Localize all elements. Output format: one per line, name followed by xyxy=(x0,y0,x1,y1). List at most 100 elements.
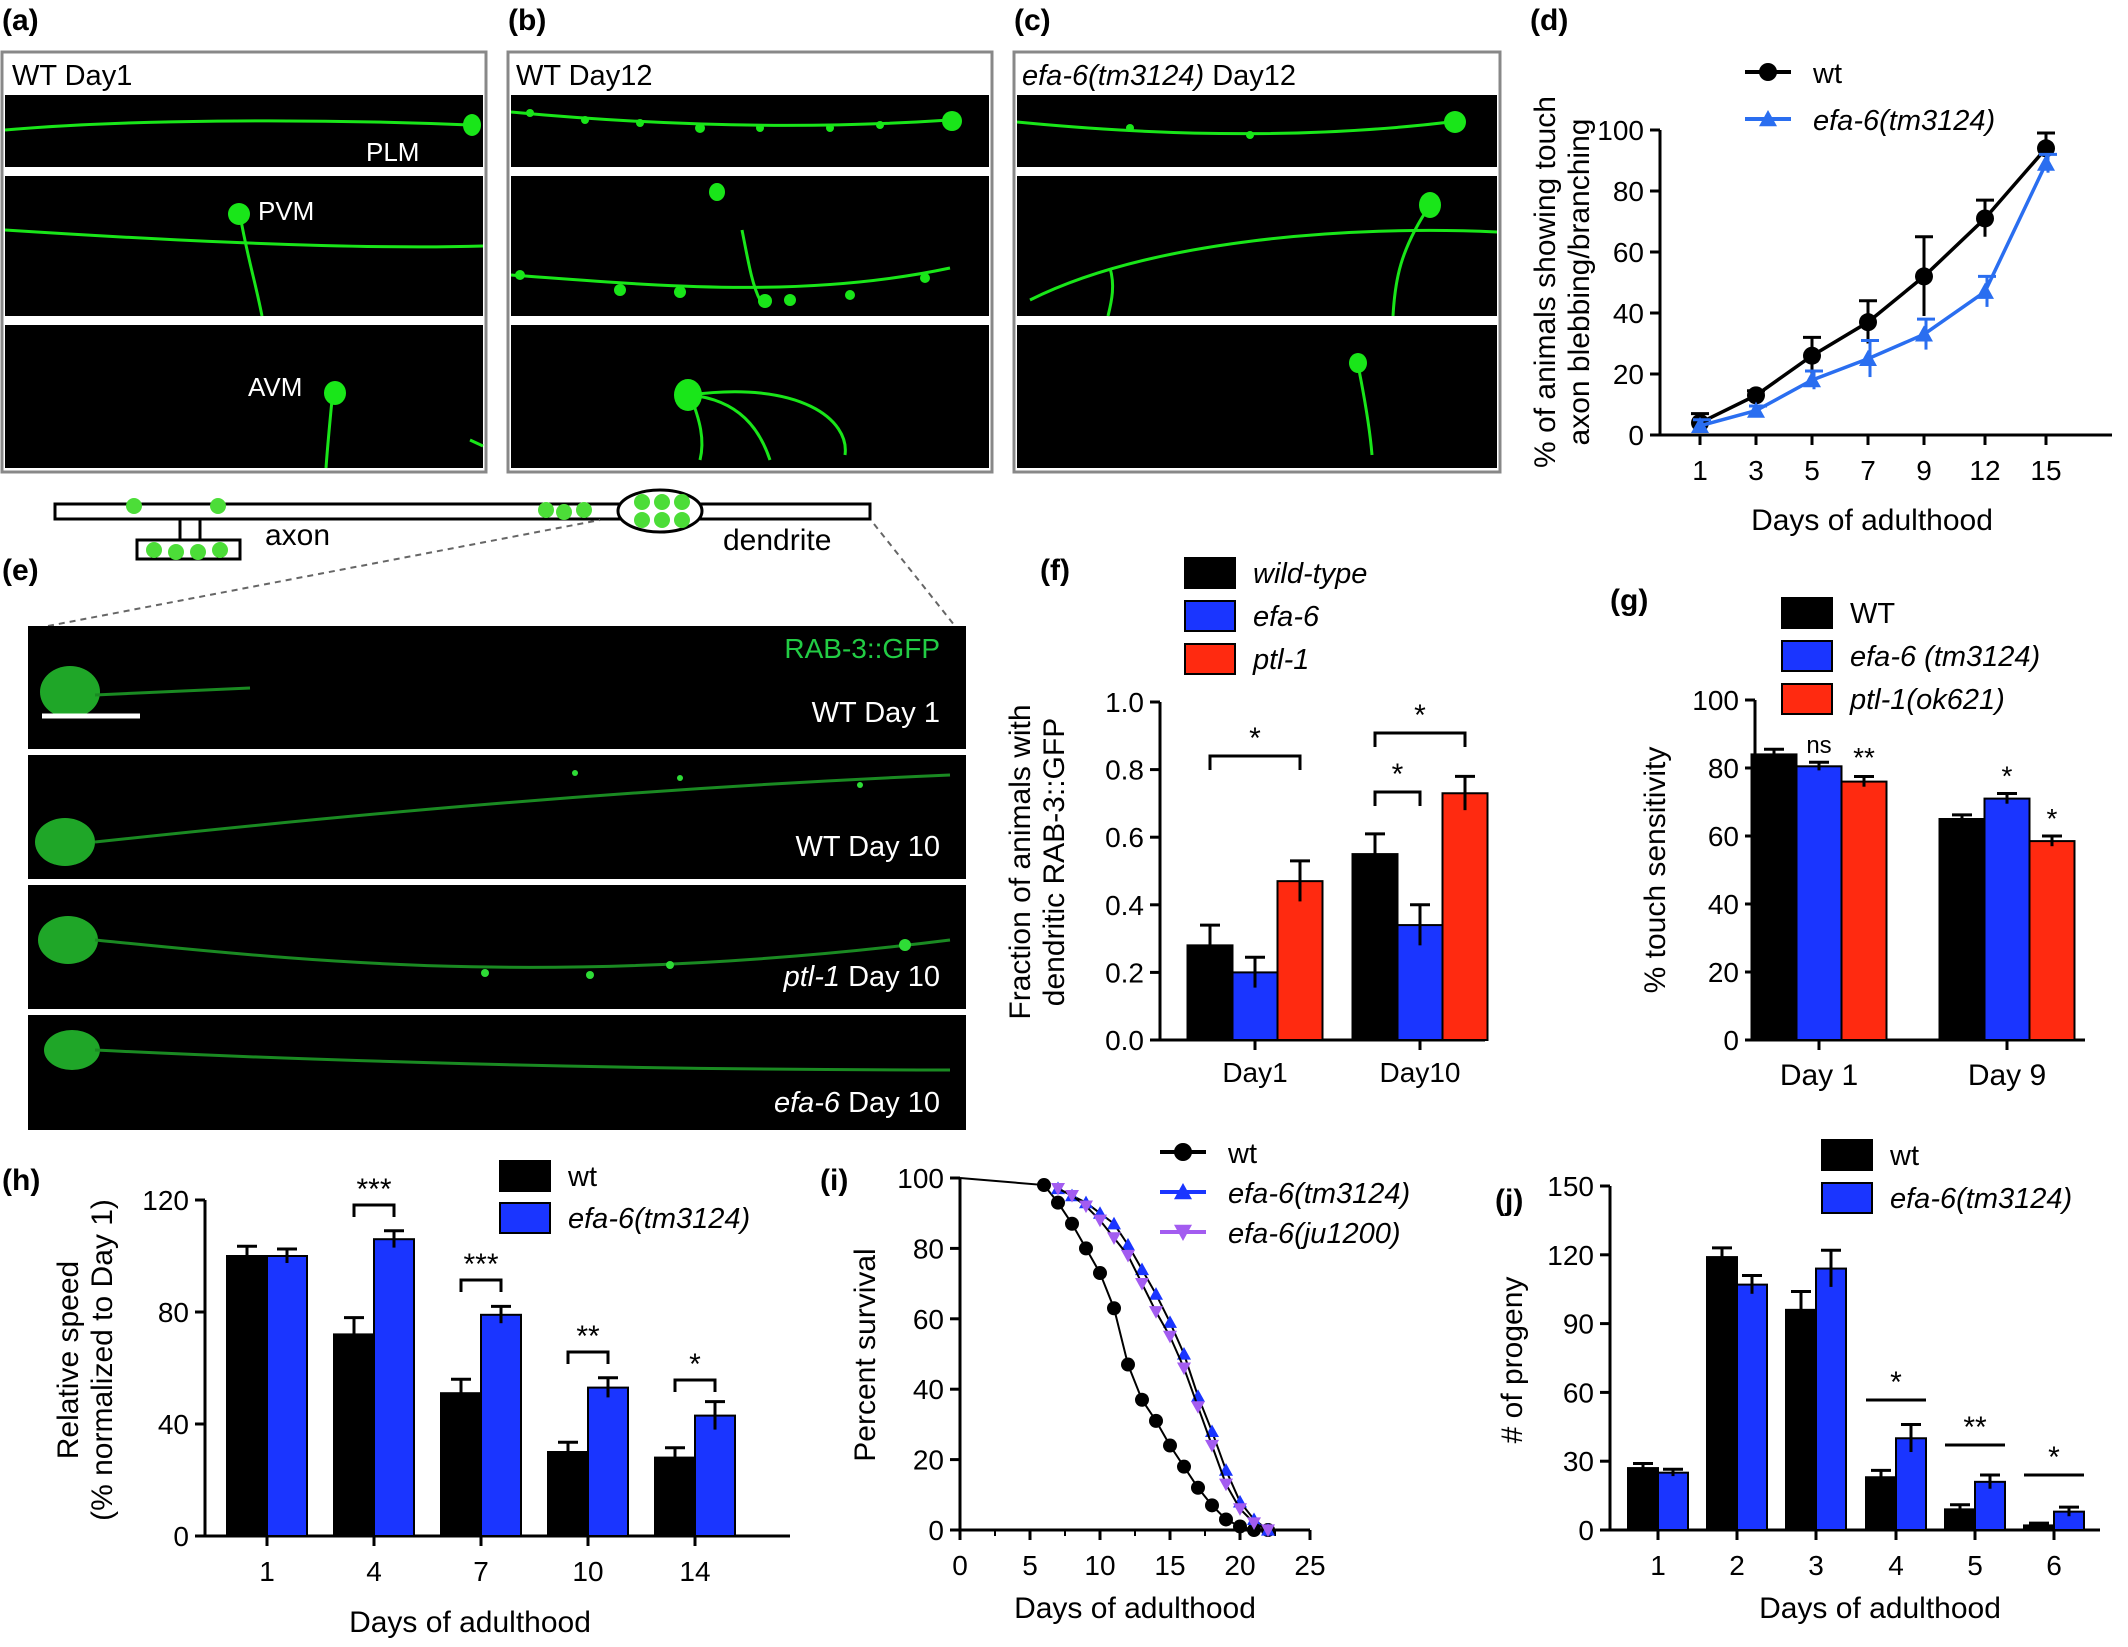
significance-label: * xyxy=(2048,1441,2060,1474)
y-tick-label: 60 xyxy=(1708,821,1739,852)
significance-label: * xyxy=(2047,803,2058,834)
data-point xyxy=(1233,1503,1247,1516)
bar xyxy=(440,1392,482,1537)
y-tick-label: 0.2 xyxy=(1105,957,1144,988)
series-line-1 xyxy=(1699,162,2048,428)
x-tick-label: 15 xyxy=(1154,1550,1185,1581)
panel-c-title-genotype: efa-6(tm3124) xyxy=(1022,60,1204,92)
label-avm: AVM xyxy=(248,372,302,402)
y-tick-label: 40 xyxy=(158,1409,189,1440)
legend-1-label: efa-6 xyxy=(1253,601,1320,633)
bar xyxy=(1938,818,1986,1041)
data-point xyxy=(1121,1357,1135,1372)
y-tick-label: 20 xyxy=(1708,957,1739,988)
x-tick-label: Day 1 xyxy=(1780,1059,1858,1092)
legend-wt-label: wt xyxy=(1812,58,1842,90)
x-tick-label: Day 9 xyxy=(1968,1059,2046,1092)
survival-line-1 xyxy=(1057,1187,1269,1531)
chart-i: (i) 0 20 40 60 80 100 0 5 10 15 20 25 Days of adultho… xyxy=(820,1138,1410,1625)
significance-label: ns xyxy=(1806,732,1831,759)
data-point xyxy=(1121,1249,1135,1263)
data-point xyxy=(1135,1278,1149,1291)
legend-2-label: ptl-1 xyxy=(1252,644,1309,676)
y-axis-title: % of animals showing touch xyxy=(1529,96,1562,468)
survival-line-0 xyxy=(959,1177,1268,1531)
significance-label: * xyxy=(1249,722,1261,755)
chart-f: (f) 0.0 0.2 0.4 0.6 0.8 1.0 Day1 Day10 Fraction o… xyxy=(1004,554,1489,1088)
data-point xyxy=(1149,1306,1163,1319)
y-tick-label: 1.0 xyxy=(1105,687,1144,718)
data-point xyxy=(1163,1315,1177,1328)
significance-label: ** xyxy=(1853,742,1875,773)
significance-label: * xyxy=(2002,761,2013,792)
significance-label: ** xyxy=(1963,1411,1987,1444)
legend-efa6-swatch xyxy=(499,1202,551,1234)
data-point xyxy=(1107,1301,1121,1316)
y-tick-label: 80 xyxy=(1613,176,1644,207)
legend-2-label: ptl-1(ok621) xyxy=(1849,684,2005,716)
bar xyxy=(1983,797,2031,1041)
panel-b-title: WT Day12 xyxy=(516,60,652,92)
x-tick-label: 14 xyxy=(679,1556,710,1587)
legend-2-swatch xyxy=(1184,643,1236,675)
legend-tm3124-marker xyxy=(1174,1183,1192,1200)
bar xyxy=(1865,1476,1897,1531)
legend-0-swatch xyxy=(1184,557,1236,589)
bar xyxy=(2028,840,2076,1041)
chart-d: (d) 0 20 40 60 80 100 1 3 5 7 9 12 15 Days of adulthoo… xyxy=(1529,4,2112,537)
y-tick-label: 0.4 xyxy=(1105,890,1144,921)
significance-label: * xyxy=(1414,699,1426,732)
data-point xyxy=(1065,1190,1079,1203)
panel-e-schematic: axon dendrite xyxy=(47,488,956,627)
data-point xyxy=(1219,1478,1233,1492)
bar xyxy=(1785,1308,1817,1531)
x-tick-label: 5 xyxy=(1804,455,1820,486)
data-point xyxy=(1149,1287,1163,1300)
x-tick-label: Day1 xyxy=(1222,1057,1287,1088)
x-tick-label: 2 xyxy=(1729,1550,1745,1581)
panel-a-label: (a) xyxy=(2,4,39,37)
x-tick-label: 1 xyxy=(259,1556,275,1587)
x-tick-label: 3 xyxy=(1748,455,1764,486)
panel-g-label: (g) xyxy=(1610,584,1648,617)
y-axis-title: (% normalized to Day 1) xyxy=(86,1199,119,1521)
data-point xyxy=(1976,209,1994,228)
data-point xyxy=(1093,1214,1107,1228)
bar xyxy=(1840,780,1888,1041)
legend-efa6-swatch xyxy=(1821,1182,1873,1214)
e-image-label-4: efa-6 Day 10 xyxy=(774,1087,940,1119)
panel-e-micrographs: RAB-3::GFP WT Day 1 WT Day 10 ptl-1 Day … xyxy=(28,626,966,1130)
x-tick-label: 10 xyxy=(572,1556,603,1587)
y-tick-label: 120 xyxy=(1547,1240,1594,1271)
data-point xyxy=(1859,349,1877,366)
y-tick-label: 150 xyxy=(1547,1171,1594,1202)
legend-efa6-label: efa-6(tm3124) xyxy=(1813,105,1995,137)
bar xyxy=(1750,753,1798,1042)
y-tick-label: 0 xyxy=(1723,1025,1739,1056)
y-tick-label: 60 xyxy=(1613,237,1644,268)
x-tick-label: 12 xyxy=(1969,455,2000,486)
legend-efa6-label: efa-6(tm3124) xyxy=(568,1203,750,1235)
x-axis-title: Days of adulthood xyxy=(1759,1592,2001,1625)
x-tick-label: 25 xyxy=(1294,1550,1325,1581)
y-tick-label: 20 xyxy=(1613,359,1644,390)
significance-bracket xyxy=(673,1378,717,1392)
y-tick-label: 0.6 xyxy=(1105,822,1144,853)
rab3-gfp-label: RAB-3::GFP xyxy=(784,633,940,664)
data-point xyxy=(1051,1195,1065,1210)
legend-wt-swatch xyxy=(499,1160,551,1192)
bar xyxy=(1657,1471,1689,1531)
x-tick-label: 9 xyxy=(1916,455,1932,486)
y-axis-title: # of progeny xyxy=(1496,1277,1529,1444)
y-tick-label: 0.0 xyxy=(1105,1025,1144,1056)
bar xyxy=(654,1456,696,1537)
data-point xyxy=(1135,1392,1149,1407)
data-point xyxy=(1747,401,1765,418)
significance-bracket xyxy=(566,1350,610,1364)
data-point xyxy=(1747,386,1765,405)
x-tick-label: 10 xyxy=(1084,1550,1115,1581)
y-tick-label: 30 xyxy=(1563,1446,1594,1477)
data-point xyxy=(1163,1330,1177,1344)
y-axis-title: axon blebbing/branching xyxy=(1563,119,1596,446)
